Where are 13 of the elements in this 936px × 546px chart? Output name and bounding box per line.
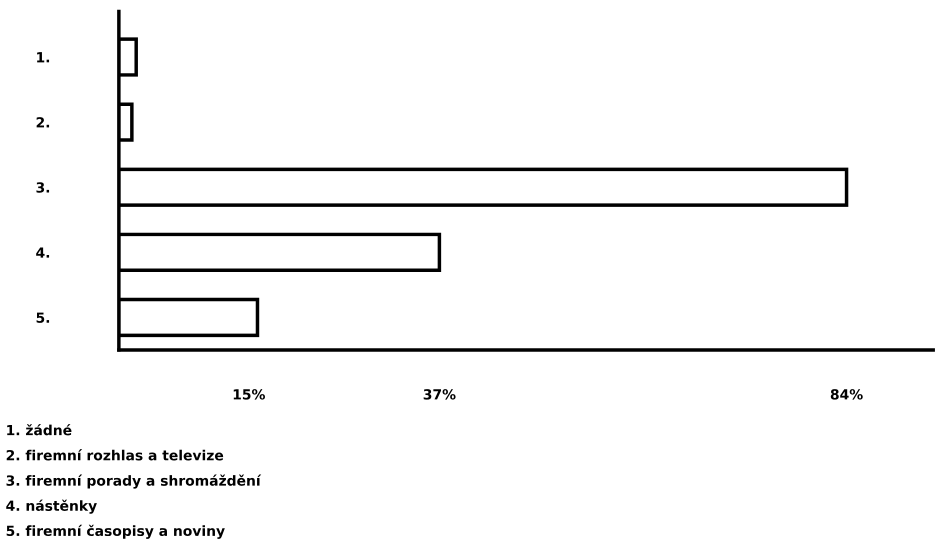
text: 4. nástěnky [6, 500, 97, 514]
y-tick-label: 4. [36, 247, 50, 258]
x-tick-label: 37% [424, 389, 456, 400]
y-tick-label: 3. [36, 182, 50, 193]
text: 2. firemní rozhlas a televize [6, 449, 224, 460]
y-tick-label: 2. [36, 117, 50, 128]
text: 1. žádné [7, 424, 72, 436]
x-tick-label: 15% [234, 389, 265, 400]
y-tick-label: 1. [37, 52, 50, 62]
text: 3. firemní porady a shromáždění [6, 474, 262, 489]
y-tick-label: 5. [36, 312, 50, 323]
text: 5. firemní časopisy a noviny [6, 524, 225, 539]
x-tick-label: 84% [830, 389, 863, 400]
